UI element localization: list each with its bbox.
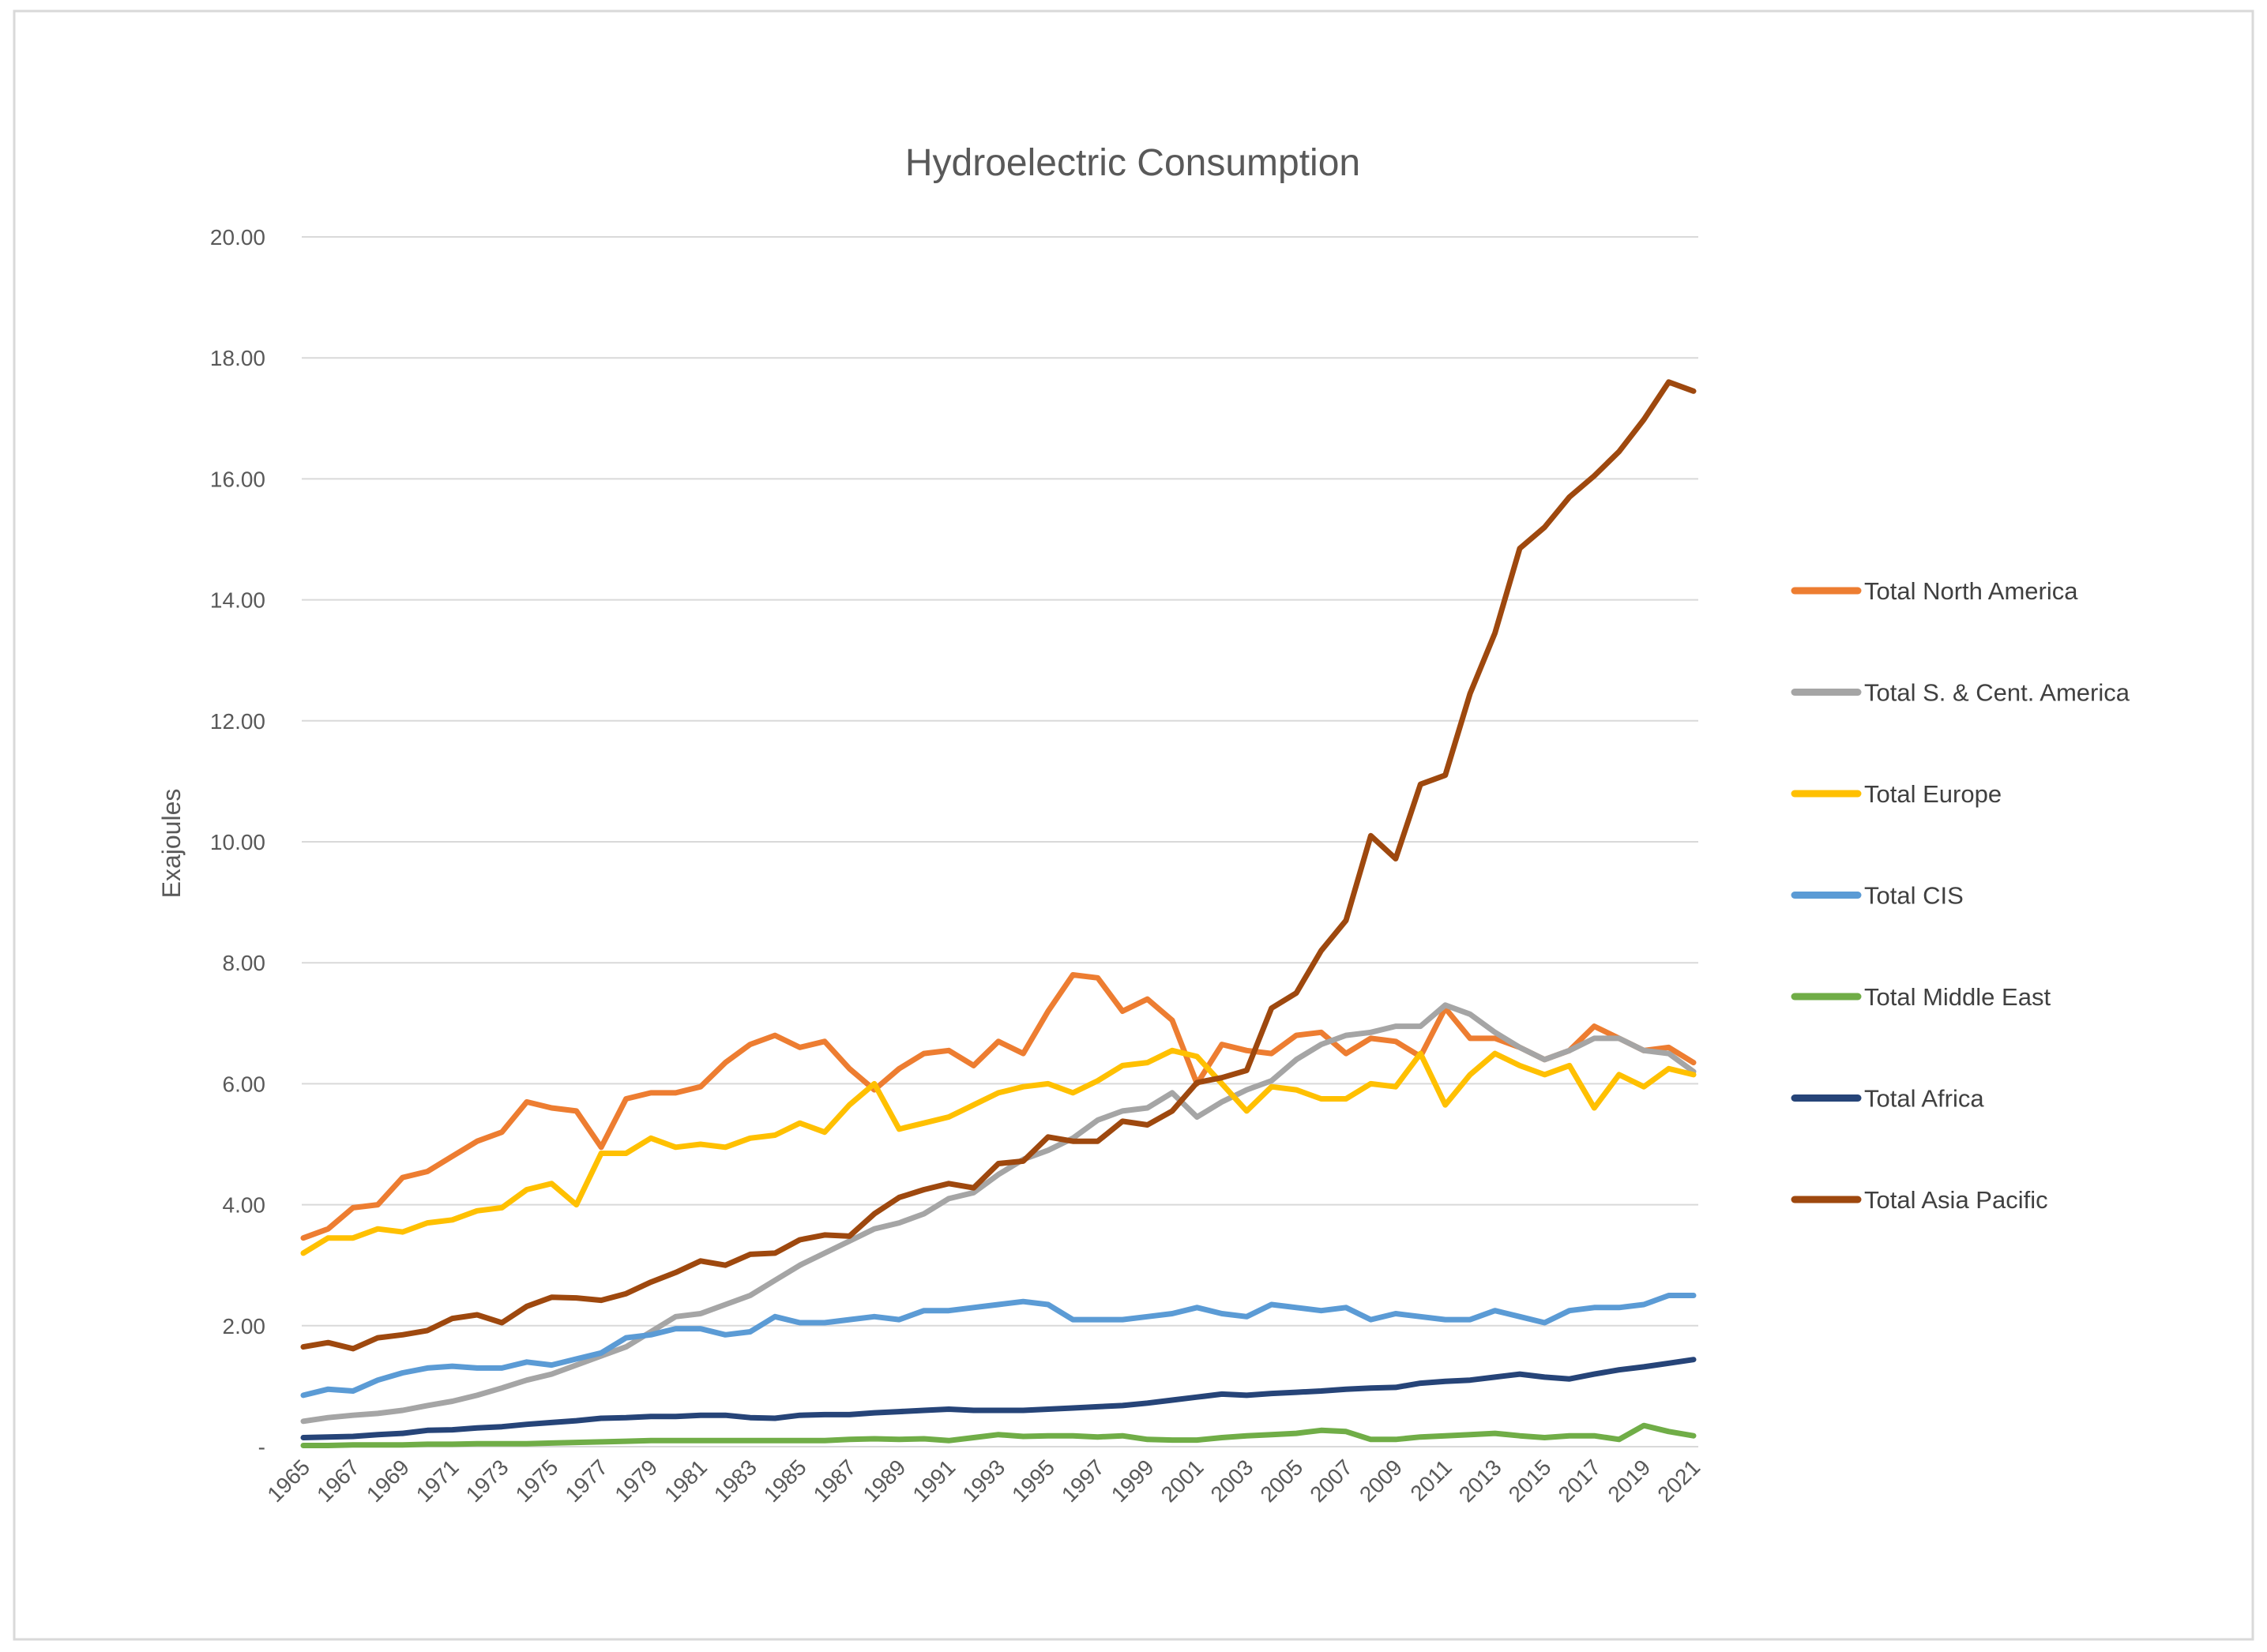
legend-label-total-cis: Total CIS (1864, 882, 1964, 910)
legend-label-total-asia-pacific: Total Asia Pacific (1864, 1186, 2048, 1214)
series-line-total-africa (300, 1357, 1697, 1440)
y-tick-label: 20.00 (210, 225, 265, 250)
series-line-total-europe (300, 1047, 1697, 1256)
legend-label-total-africa: Total Africa (1864, 1085, 1984, 1113)
y-tick-label: 6.00 (223, 1072, 266, 1096)
y-tick-label: 2.00 (223, 1314, 266, 1338)
y-gridlines (302, 236, 1698, 1447)
series-line-total-north-america (300, 972, 1697, 1241)
y-tick-label: 10.00 (210, 830, 265, 854)
chart-title: Hydroelectric Consumption (905, 142, 1360, 184)
plot-series (300, 379, 1697, 1448)
legend-label-total-north-america: Total North America (1864, 577, 2078, 605)
series-line-total-cis (300, 1293, 1697, 1399)
series-line-total-middle-east (300, 1422, 1697, 1448)
y-tick-label: 16.00 (210, 467, 265, 491)
y-tick-label: 4.00 (223, 1193, 266, 1218)
y-tick-label: 14.00 (210, 588, 265, 613)
series-line-total-s-cent-america (300, 1002, 1697, 1425)
series-line-total-asia-pacific (300, 379, 1697, 1352)
legend-label-total-s-cent-america: Total S. & Cent. America (1864, 679, 2130, 707)
chart-border (13, 9, 2254, 1641)
y-tick-label: - (258, 1435, 265, 1459)
legend-label-total-europe: Total Europe (1864, 780, 2002, 808)
y-tick-label: 8.00 (223, 951, 266, 975)
legend-label-total-middle-east: Total Middle East (1864, 983, 2051, 1011)
y-tick-labels: - 2.00 4.00 6.00 8.00 10.00 12.00 14.00 16.00 18.… (210, 225, 265, 1459)
y-tick-label: 12.00 (210, 709, 265, 734)
y-tick-label: 18.00 (210, 346, 265, 370)
legend: Total North America Total S. & Cent. Amer… (1791, 577, 2130, 1214)
y-axis-title: Exajoules (157, 789, 186, 899)
